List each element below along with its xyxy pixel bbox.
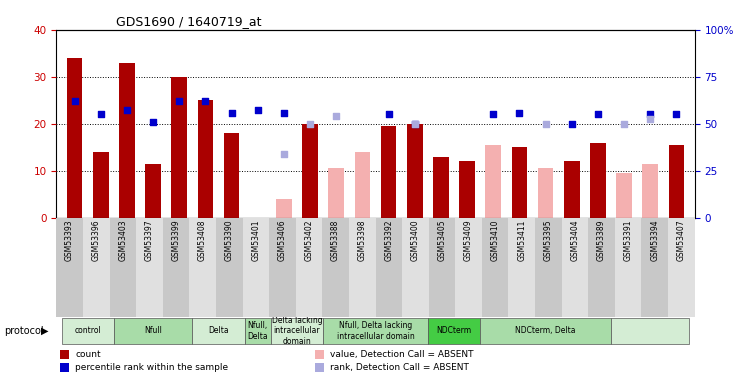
Point bbox=[644, 116, 656, 122]
Text: GSM53388: GSM53388 bbox=[331, 219, 340, 261]
Point bbox=[200, 98, 212, 104]
Point bbox=[121, 106, 133, 112]
Text: NDCterm, Delta: NDCterm, Delta bbox=[515, 326, 576, 335]
Bar bbox=[67, 58, 83, 217]
Text: GDS1690 / 1640719_at: GDS1690 / 1640719_at bbox=[116, 15, 262, 28]
Bar bbox=[433, 157, 449, 218]
Text: GSM53409: GSM53409 bbox=[464, 219, 473, 261]
Bar bbox=[407, 124, 423, 218]
Text: NDCterm: NDCterm bbox=[436, 326, 472, 335]
Point bbox=[68, 98, 80, 104]
Text: GSM53407: GSM53407 bbox=[677, 219, 686, 261]
Bar bbox=[145, 164, 161, 218]
Point bbox=[278, 151, 290, 157]
Text: GSM53404: GSM53404 bbox=[571, 219, 580, 261]
Text: GSM53406: GSM53406 bbox=[278, 219, 287, 261]
Text: GSM53410: GSM53410 bbox=[490, 219, 499, 261]
Bar bbox=[616, 173, 632, 217]
Bar bbox=[480, 318, 611, 344]
Text: control: control bbox=[74, 326, 101, 335]
Text: GSM53392: GSM53392 bbox=[385, 219, 394, 261]
Bar bbox=[611, 318, 689, 344]
Text: GSM53390: GSM53390 bbox=[225, 219, 234, 261]
Bar bbox=[590, 142, 606, 218]
Text: rank, Detection Call = ABSENT: rank, Detection Call = ABSENT bbox=[330, 363, 469, 372]
Text: Delta: Delta bbox=[208, 326, 229, 335]
Bar bbox=[538, 168, 553, 217]
Bar bbox=[119, 63, 135, 217]
Text: GSM53394: GSM53394 bbox=[650, 219, 659, 261]
Text: GSM53399: GSM53399 bbox=[171, 219, 180, 261]
Bar bbox=[354, 152, 370, 217]
Point bbox=[330, 113, 342, 119]
Point bbox=[671, 111, 683, 117]
Text: count: count bbox=[75, 350, 101, 359]
Text: GSM53397: GSM53397 bbox=[145, 219, 154, 261]
Point bbox=[382, 111, 394, 117]
Point bbox=[618, 121, 630, 127]
Text: percentile rank within the sample: percentile rank within the sample bbox=[75, 363, 228, 372]
Text: Delta lacking
intracellular
domain: Delta lacking intracellular domain bbox=[272, 316, 322, 346]
Point bbox=[592, 111, 604, 117]
Bar bbox=[459, 161, 475, 218]
Bar bbox=[668, 145, 684, 218]
Bar bbox=[428, 318, 480, 344]
Text: GSM53395: GSM53395 bbox=[544, 219, 553, 261]
Text: GSM53400: GSM53400 bbox=[411, 219, 420, 261]
Bar bbox=[485, 145, 501, 218]
Bar bbox=[276, 199, 292, 217]
Bar bbox=[302, 124, 318, 218]
Bar bbox=[224, 133, 240, 218]
Text: GSM53389: GSM53389 bbox=[597, 219, 606, 261]
Bar bbox=[271, 318, 323, 344]
Text: protocol: protocol bbox=[4, 326, 44, 336]
Point bbox=[278, 110, 290, 116]
Text: GSM53408: GSM53408 bbox=[198, 219, 207, 261]
Bar bbox=[171, 77, 187, 218]
Text: GSM53396: GSM53396 bbox=[92, 219, 101, 261]
Point bbox=[409, 121, 421, 127]
Point bbox=[644, 111, 656, 117]
Text: GSM53391: GSM53391 bbox=[623, 219, 632, 261]
Point bbox=[95, 111, 107, 117]
Point bbox=[409, 121, 421, 127]
Point bbox=[487, 111, 499, 117]
Text: GSM53401: GSM53401 bbox=[252, 219, 261, 261]
Point bbox=[252, 106, 264, 112]
Text: Nfull: Nfull bbox=[144, 326, 162, 335]
Bar bbox=[381, 126, 397, 218]
Text: GSM53405: GSM53405 bbox=[438, 219, 447, 261]
Text: GSM53411: GSM53411 bbox=[517, 219, 526, 261]
Text: GSM53398: GSM53398 bbox=[357, 219, 366, 261]
Point bbox=[514, 110, 526, 116]
Text: GSM53402: GSM53402 bbox=[304, 219, 313, 261]
Bar bbox=[328, 168, 344, 217]
Bar bbox=[114, 318, 192, 344]
Text: GSM53403: GSM53403 bbox=[119, 219, 128, 261]
Point bbox=[225, 110, 237, 116]
Text: GSM53393: GSM53393 bbox=[65, 219, 74, 261]
Bar bbox=[354, 152, 370, 217]
Bar bbox=[276, 199, 292, 217]
Point bbox=[173, 98, 185, 104]
Bar bbox=[93, 152, 109, 217]
Text: Nfull, Delta lacking
intracellular domain: Nfull, Delta lacking intracellular domai… bbox=[336, 321, 415, 340]
Bar bbox=[323, 318, 428, 344]
Text: ▶: ▶ bbox=[41, 326, 49, 336]
Point bbox=[539, 121, 551, 127]
Bar bbox=[192, 318, 245, 344]
Bar bbox=[642, 164, 658, 218]
Text: value, Detection Call = ABSENT: value, Detection Call = ABSENT bbox=[330, 350, 474, 359]
Point bbox=[566, 121, 578, 127]
Bar bbox=[328, 168, 344, 217]
Point bbox=[147, 119, 159, 125]
Point bbox=[304, 121, 316, 127]
Bar bbox=[62, 318, 114, 344]
Text: Nfull,
Delta: Nfull, Delta bbox=[248, 321, 268, 340]
Bar bbox=[511, 147, 527, 218]
Bar bbox=[245, 318, 271, 344]
Bar bbox=[198, 100, 213, 218]
Bar bbox=[564, 161, 580, 218]
